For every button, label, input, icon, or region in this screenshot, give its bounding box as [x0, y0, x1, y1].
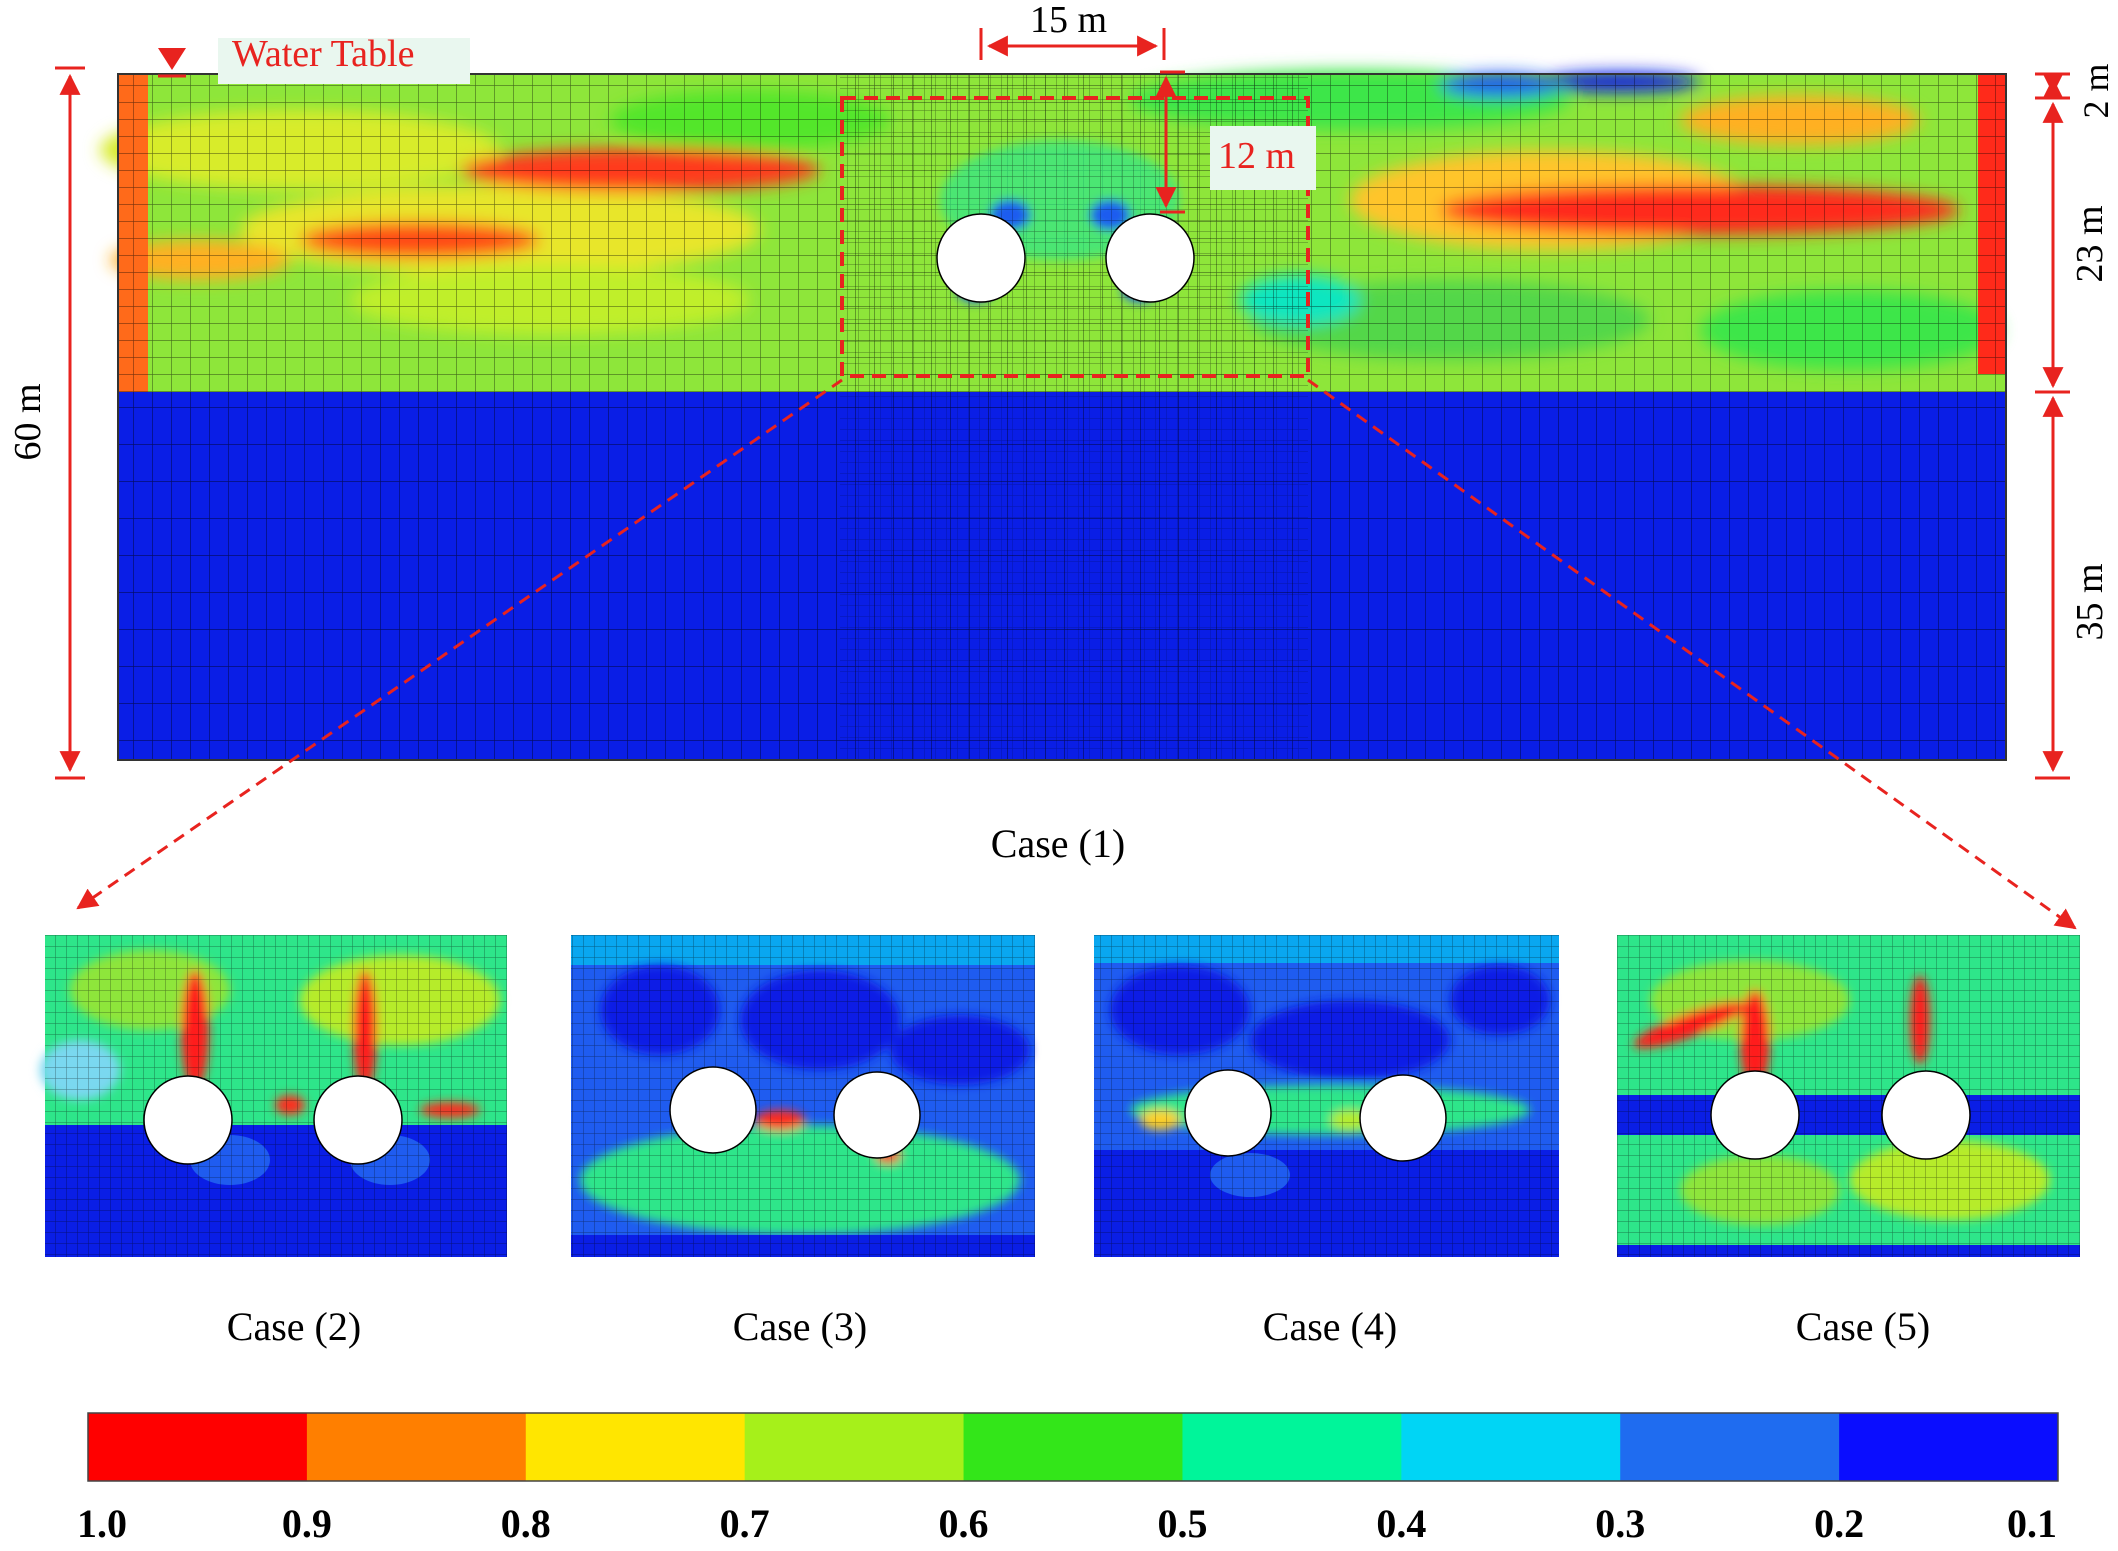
- zoom-projection-lines: [76, 378, 2077, 930]
- case-2-label: Case (2): [226, 1304, 362, 1349]
- dim-middle-layer-label: 23 m: [2069, 205, 2111, 283]
- colorbar-tick-label: 0.5: [1157, 1501, 1208, 1546]
- zoom-window: [840, 96, 1310, 378]
- dim-top-layer-label: 2 m: [2076, 63, 2116, 119]
- dimension-lines: [55, 28, 2070, 780]
- case-1-label: Case (1): [990, 821, 1126, 866]
- main-model: [100, 70, 2007, 761]
- case-3-panel: [571, 935, 1035, 1257]
- case-4-label: Case (4): [1262, 1304, 1398, 1349]
- colorbar-tick-label: 0.2: [1814, 1501, 1865, 1546]
- colorbar-swatch: [1839, 1413, 2059, 1481]
- colorbar-tick-label: 0.1: [2007, 1501, 2057, 1546]
- colorbar-tick-label: 0.9: [281, 1501, 332, 1546]
- case-2-panel: [40, 935, 507, 1257]
- colorbar-tick-label: 0.7: [719, 1501, 770, 1546]
- colorbar-swatch: [306, 1413, 527, 1481]
- colorbar-tick-label: 0.6: [938, 1501, 989, 1546]
- dim-cover-label: 12 m: [1218, 135, 1296, 177]
- colorbar-swatch: [88, 1413, 308, 1481]
- colorbar-swatch: [1620, 1413, 1840, 1481]
- colorbar-swatch: [1401, 1413, 1621, 1481]
- colorbar-tick-label: 0.3: [1595, 1501, 1646, 1546]
- dim-spacing-label: 15 m: [1030, 0, 1108, 41]
- water-table-marker: [158, 38, 470, 84]
- colorbar-swatch: [525, 1413, 746, 1481]
- colorbar: [87, 1412, 2059, 1482]
- dim-bottom-layer-label: 35 m: [2069, 563, 2111, 641]
- water-table-triangle-icon: [158, 48, 186, 70]
- tunnel-left: [936, 213, 1026, 303]
- colorbar-tick-label: 0.8: [500, 1501, 551, 1546]
- tunnel-right: [1105, 213, 1195, 303]
- colorbar-tick-label: 0.4: [1376, 1501, 1427, 1546]
- colorbar-swatch: [744, 1413, 965, 1481]
- case-5-label: Case (5): [1795, 1304, 1931, 1349]
- colorbar-swatch: [1182, 1413, 1402, 1481]
- cover-label-box: [1210, 126, 1316, 190]
- case-4-panel: [1094, 935, 1559, 1257]
- case-5-panel: [1617, 935, 2080, 1257]
- dim-total-height-label: 60 m: [7, 383, 49, 461]
- colorbar-tick-label: 1.0: [77, 1501, 127, 1546]
- water-table-label: Water Table: [232, 33, 415, 75]
- colorbar-swatch: [963, 1413, 1183, 1481]
- case-3-label: Case (3): [732, 1304, 868, 1349]
- colorbar-frame: [87, 1412, 2059, 1482]
